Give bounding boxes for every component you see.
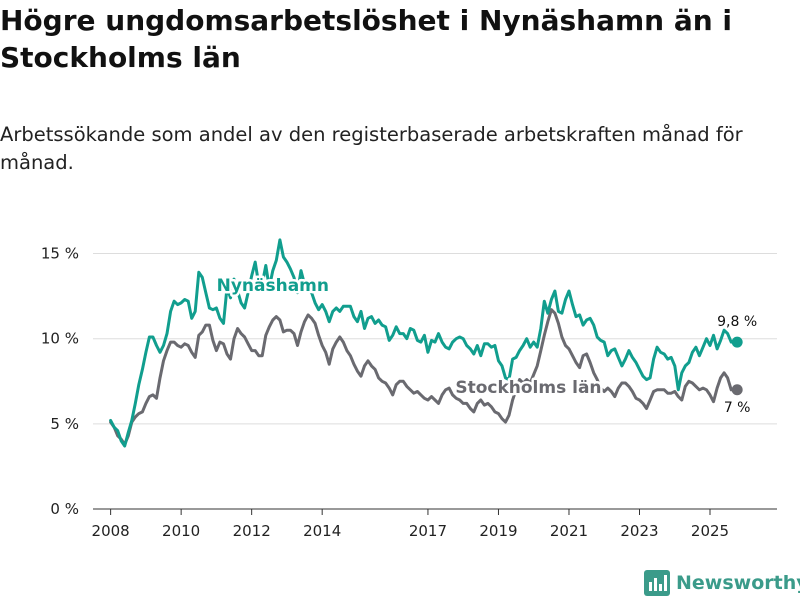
y-tick-label: 0 % bbox=[50, 500, 79, 518]
series-label-halo: Stockholms län bbox=[455, 378, 601, 398]
chart-title: Högre ungdomsarbetslöshet i Nynäshamn än… bbox=[0, 4, 733, 74]
x-tick-label: 2017 bbox=[409, 522, 447, 540]
series-label: Nynäshamn bbox=[217, 276, 329, 296]
series-label: Stockholms län bbox=[455, 378, 601, 398]
series-line-stockholms-län bbox=[109, 308, 733, 446]
end-value-label: 7 % bbox=[724, 400, 751, 416]
series-line-nynäshamn bbox=[109, 238, 733, 448]
x-tick-label: 2010 bbox=[162, 522, 200, 540]
x-tick-label: 2023 bbox=[620, 522, 658, 540]
end-point-marker bbox=[731, 384, 743, 396]
chart-subtitle: Arbetssökande som andel av den registerb… bbox=[0, 123, 743, 174]
series-label-halo: Nynäshamn bbox=[217, 276, 329, 296]
y-tick-label: 5 % bbox=[50, 415, 79, 433]
y-tick-label: 10 % bbox=[41, 330, 79, 348]
x-tick-label: 2021 bbox=[550, 522, 588, 540]
end-point-marker bbox=[731, 336, 743, 348]
x-tick-label: 2019 bbox=[479, 522, 517, 540]
x-tick-label: 2008 bbox=[92, 522, 130, 540]
end-value-label: 9,8 % bbox=[717, 314, 757, 330]
brand-name: Newsworthy bbox=[676, 572, 800, 594]
bar-chart-icon bbox=[644, 570, 670, 596]
x-tick-label: 2025 bbox=[691, 522, 729, 540]
x-tick-label: 2012 bbox=[233, 522, 271, 540]
newsworthy-logo: Newsworthy bbox=[644, 568, 800, 598]
x-tick-label: 2014 bbox=[303, 522, 341, 540]
y-tick-label: 15 % bbox=[41, 245, 79, 263]
